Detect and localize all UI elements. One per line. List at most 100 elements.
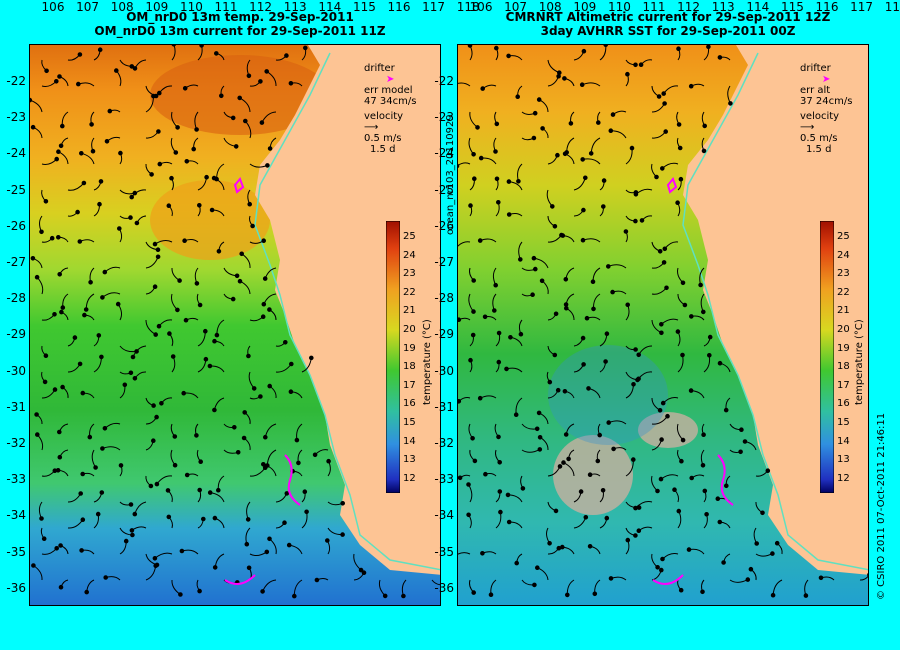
current-arrow-head	[662, 101, 667, 106]
longitude-tick-label: 106	[41, 0, 65, 14]
current-arrow-head	[610, 112, 616, 117]
current-arrow-head	[721, 560, 726, 565]
right-legend-days: 1.5 d	[806, 144, 832, 155]
current-arrow-head	[288, 81, 294, 86]
current-arrow-head	[680, 352, 685, 358]
current-arrow-head	[583, 175, 588, 181]
current-arrow-head	[676, 46, 681, 51]
current-arrow-head	[496, 200, 501, 205]
longitude-tick-label: 111	[214, 0, 238, 14]
current-arrow-head	[262, 276, 268, 281]
right-map-title: CMRNRT Altimetric current for 29-Sep-201…	[458, 10, 878, 38]
longitude-tick-label: 113	[711, 0, 735, 14]
current-arrow-head	[80, 471, 86, 477]
current-arrow-head	[568, 121, 574, 126]
current-arrow-head	[58, 584, 64, 590]
current-arrow-head	[506, 179, 512, 184]
current-arrow-head	[39, 229, 44, 235]
current-arrow-head	[77, 52, 83, 57]
longitude-tick-label: 118	[884, 0, 900, 14]
current-arrow-head	[35, 432, 40, 437]
current-arrow-head	[242, 410, 247, 415]
current-arrow-head	[209, 207, 215, 213]
current-arrow-head	[361, 570, 367, 576]
current-arrow-head	[132, 511, 138, 517]
right-shelf-line	[682, 52, 868, 571]
current-arrow-head	[662, 246, 668, 252]
current-arrow-head	[130, 532, 135, 538]
current-arrow-head	[264, 69, 269, 74]
current-arrow-head	[728, 101, 733, 106]
current-arrow-head	[201, 516, 206, 522]
current-arrow-head	[659, 322, 664, 327]
current-arrow-head	[182, 238, 187, 243]
left-map-title: OM_nrD0 13m temp. 29-Sep-2011 OM_nrD0 13…	[40, 10, 440, 38]
current-arrow-head	[59, 309, 64, 315]
right-legend-drifter: drifter	[800, 63, 831, 74]
current-arrow-head	[149, 172, 154, 177]
current-arrow-head	[212, 407, 217, 413]
current-arrow-head	[175, 307, 180, 313]
current-arrow-head	[654, 174, 659, 180]
current-arrow-head	[678, 587, 684, 593]
latitude-tick-label: -33	[434, 472, 454, 487]
current-arrow-head	[672, 487, 677, 493]
current-arrow-head	[738, 449, 743, 455]
longitude-tick-label: 115	[780, 0, 804, 14]
current-arrow-head	[518, 257, 523, 262]
current-arrow-head	[204, 174, 209, 180]
current-arrow-head	[505, 492, 511, 498]
current-arrow-head	[774, 540, 780, 546]
current-arrow-head	[245, 517, 251, 522]
current-arrow-head	[496, 330, 502, 336]
current-arrow-head	[314, 577, 320, 583]
current-arrow-head	[219, 93, 224, 99]
longitude-tick-label: 107	[504, 0, 528, 14]
current-arrow-head	[154, 481, 160, 487]
right-map-panel[interactable]: drifter ➤ err alt 37 24cm/s velocity ⟶ 0…	[457, 44, 869, 606]
current-arrow-head	[148, 483, 154, 489]
current-arrow-head	[518, 331, 524, 337]
current-arrow-head	[689, 475, 694, 481]
current-arrow-head	[151, 93, 156, 99]
colorbar-tick-label: 25	[403, 231, 416, 242]
left-map-panel[interactable]: drifter ➤ err model 47 34cm/s velocity ⟶…	[29, 44, 441, 606]
current-arrow-head	[639, 218, 645, 223]
current-arrow-head	[520, 486, 526, 491]
latitude-tick-label: -33	[6, 472, 26, 487]
current-arrow-head	[700, 463, 706, 468]
current-arrow-head	[661, 260, 667, 265]
current-arrow-head	[493, 149, 498, 154]
current-arrow-head	[701, 309, 706, 315]
colorbar-tick-label: 16	[837, 398, 850, 410]
current-arrow-head	[289, 361, 294, 367]
latitude-tick-label: -23	[6, 110, 26, 125]
current-arrow-head	[704, 512, 709, 517]
current-arrow-head	[471, 590, 476, 595]
current-arrow-head	[175, 125, 180, 130]
current-arrow-head	[288, 389, 294, 395]
left-legend-speed: 0.5 m/s	[364, 133, 402, 144]
current-arrow-head	[591, 306, 596, 312]
current-arrow-head	[286, 542, 292, 548]
current-arrow-head	[233, 144, 239, 149]
current-arrow-head	[496, 359, 502, 365]
current-arrow-head	[265, 163, 270, 168]
current-arrow-head	[550, 204, 555, 209]
current-arrow-head	[250, 223, 255, 229]
current-arrow-head	[261, 238, 266, 243]
colorbar-tick-label: 25	[837, 231, 850, 242]
current-arrow-head	[83, 307, 89, 312]
current-arrow-head	[260, 314, 266, 320]
current-arrow-head	[247, 201, 252, 207]
latitude-tick-label: -25	[6, 182, 26, 197]
current-arrow-head	[706, 45, 711, 50]
longitude-tick-label: 113	[283, 0, 307, 14]
current-arrow-head	[682, 302, 688, 308]
current-arrow-head	[597, 432, 602, 438]
current-arrow-head	[535, 565, 540, 571]
latitude-tick-label: -32	[6, 436, 26, 450]
current-arrow-head	[633, 218, 638, 224]
current-arrow-head	[468, 357, 473, 363]
left-legend: drifter ➤ err model 47 34cm/s velocity ⟶…	[364, 63, 416, 155]
